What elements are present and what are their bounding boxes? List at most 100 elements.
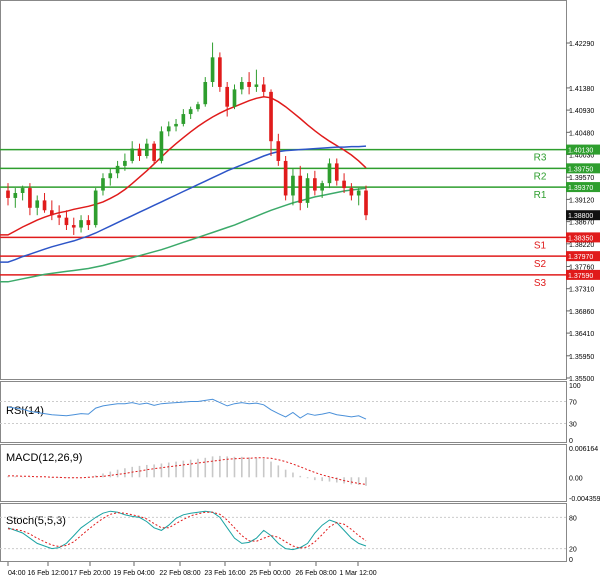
candle: [64, 210, 69, 230]
price-axis: 1.42290 1.41380 1.40930 1.40480 1.40030 1.395…: [566, 41, 594, 383]
macd-tick-label: 0.006164: [569, 446, 598, 453]
current-price-box: [566, 210, 600, 221]
candle-body: [254, 84, 259, 87]
candle: [313, 170, 317, 196]
time-tick-label: 04:00: [8, 570, 26, 577]
price-tick-label: 1.40480: [569, 130, 594, 137]
price-tick-label: 1.36410: [569, 331, 594, 338]
candle: [6, 183, 10, 206]
level-price-box: [566, 182, 600, 193]
level-name-r2: R2: [534, 171, 547, 182]
candle-body: [196, 104, 200, 110]
candle: [239, 77, 244, 95]
stoch-title: Stoch(5,5,3): [6, 515, 66, 527]
candle: [364, 185, 368, 221]
candle-body: [13, 193, 18, 198]
stoch-tick-label: 80: [569, 515, 577, 522]
price-tick-label: 1.37760: [569, 265, 594, 272]
candle-body: [137, 148, 142, 156]
candle-body: [188, 109, 193, 115]
candle: [254, 69, 259, 92]
candle-body: [364, 190, 368, 216]
candle-body: [327, 163, 332, 184]
candle: [137, 143, 142, 161]
candle-body: [356, 190, 361, 196]
candle: [305, 173, 310, 208]
candlesticks: [6, 42, 368, 235]
panel-frame: [0, 503, 567, 562]
candle: [334, 158, 339, 186]
candle: [108, 168, 113, 186]
candle: [50, 200, 54, 221]
candle: [269, 89, 273, 156]
candle-body: [320, 183, 324, 191]
candle-body: [342, 180, 346, 189]
candle: [28, 183, 32, 216]
time-tick-label: 23 Feb 16:00: [204, 570, 245, 577]
panel-frame: [0, 444, 567, 502]
rsi-tick-label: 0: [569, 438, 573, 445]
candle-body: [20, 188, 25, 193]
rsi-line: [7, 398, 367, 420]
rsi-title: RSI(14): [6, 405, 44, 417]
candle-body: [115, 165, 120, 174]
price-tick-label: 1.35500: [569, 376, 594, 383]
level-price-box: [566, 163, 600, 174]
candle-body: [57, 215, 61, 218]
level-price-box: [566, 232, 600, 243]
candle: [71, 217, 76, 235]
macd-panel: MACD(12,26,9) 0.006164 0.00 -0.004359: [6, 446, 600, 503]
price-tick-label: 1.36860: [569, 309, 594, 316]
level-price-label: 1.38350: [568, 235, 593, 242]
candle-body: [261, 84, 266, 92]
price-tick-label: 1.40930: [569, 108, 594, 115]
candle: [13, 188, 18, 208]
level-name-s2: S2: [534, 259, 547, 270]
candle-body: [283, 160, 288, 196]
candle: [86, 215, 91, 230]
candle: [130, 141, 135, 164]
macd-signal-line: [8, 457, 367, 485]
candle-body: [291, 175, 295, 196]
rsi-tick-label: 30: [569, 422, 577, 429]
candle: [218, 52, 222, 92]
candle-body: [144, 143, 149, 156]
stoch-signal-line: [7, 511, 367, 549]
price-tick-label: 1.40030: [569, 153, 594, 160]
candle-body: [166, 126, 171, 132]
stoch-tick-label: 20: [569, 547, 577, 554]
candle-body: [218, 57, 222, 87]
time-tick-label: 19 Feb 04:00: [113, 570, 154, 577]
candle-body: [159, 131, 164, 161]
candle-body: [35, 200, 40, 208]
candle-body: [225, 86, 230, 107]
candle: [115, 160, 120, 179]
level-price-label: 1.37970: [568, 254, 593, 261]
candle-body: [174, 123, 178, 127]
candle: [203, 77, 208, 107]
candle-body: [79, 220, 83, 228]
support-resistance-levels: [0, 148, 566, 276]
candle-body: [334, 163, 339, 181]
ma-line-ma_fast: [0, 96, 367, 236]
moving-averages: [0, 96, 367, 283]
candle: [144, 138, 149, 159]
price-tick-label: 1.38220: [569, 242, 594, 249]
price-tick-label: 1.38670: [569, 220, 594, 227]
candle: [342, 173, 346, 193]
time-axis: 04:00 16 Feb 12:00 17 Feb 20:00 19 Feb 04:0…: [7, 562, 377, 577]
candle-body: [6, 190, 10, 198]
candle: [188, 106, 193, 119]
rsi-tick-label: 70: [569, 400, 577, 407]
ma-line-ma_slow: [0, 187, 367, 283]
candle: [349, 183, 354, 201]
level-price-box: [566, 144, 600, 155]
price-tick-label: 1.39570: [569, 175, 594, 182]
candle: [276, 133, 281, 166]
candle-body: [239, 82, 244, 90]
stoch-main-line: [7, 510, 367, 551]
candle: [42, 193, 47, 213]
level-name-r1: R1: [534, 190, 547, 201]
candle-body: [247, 82, 251, 87]
